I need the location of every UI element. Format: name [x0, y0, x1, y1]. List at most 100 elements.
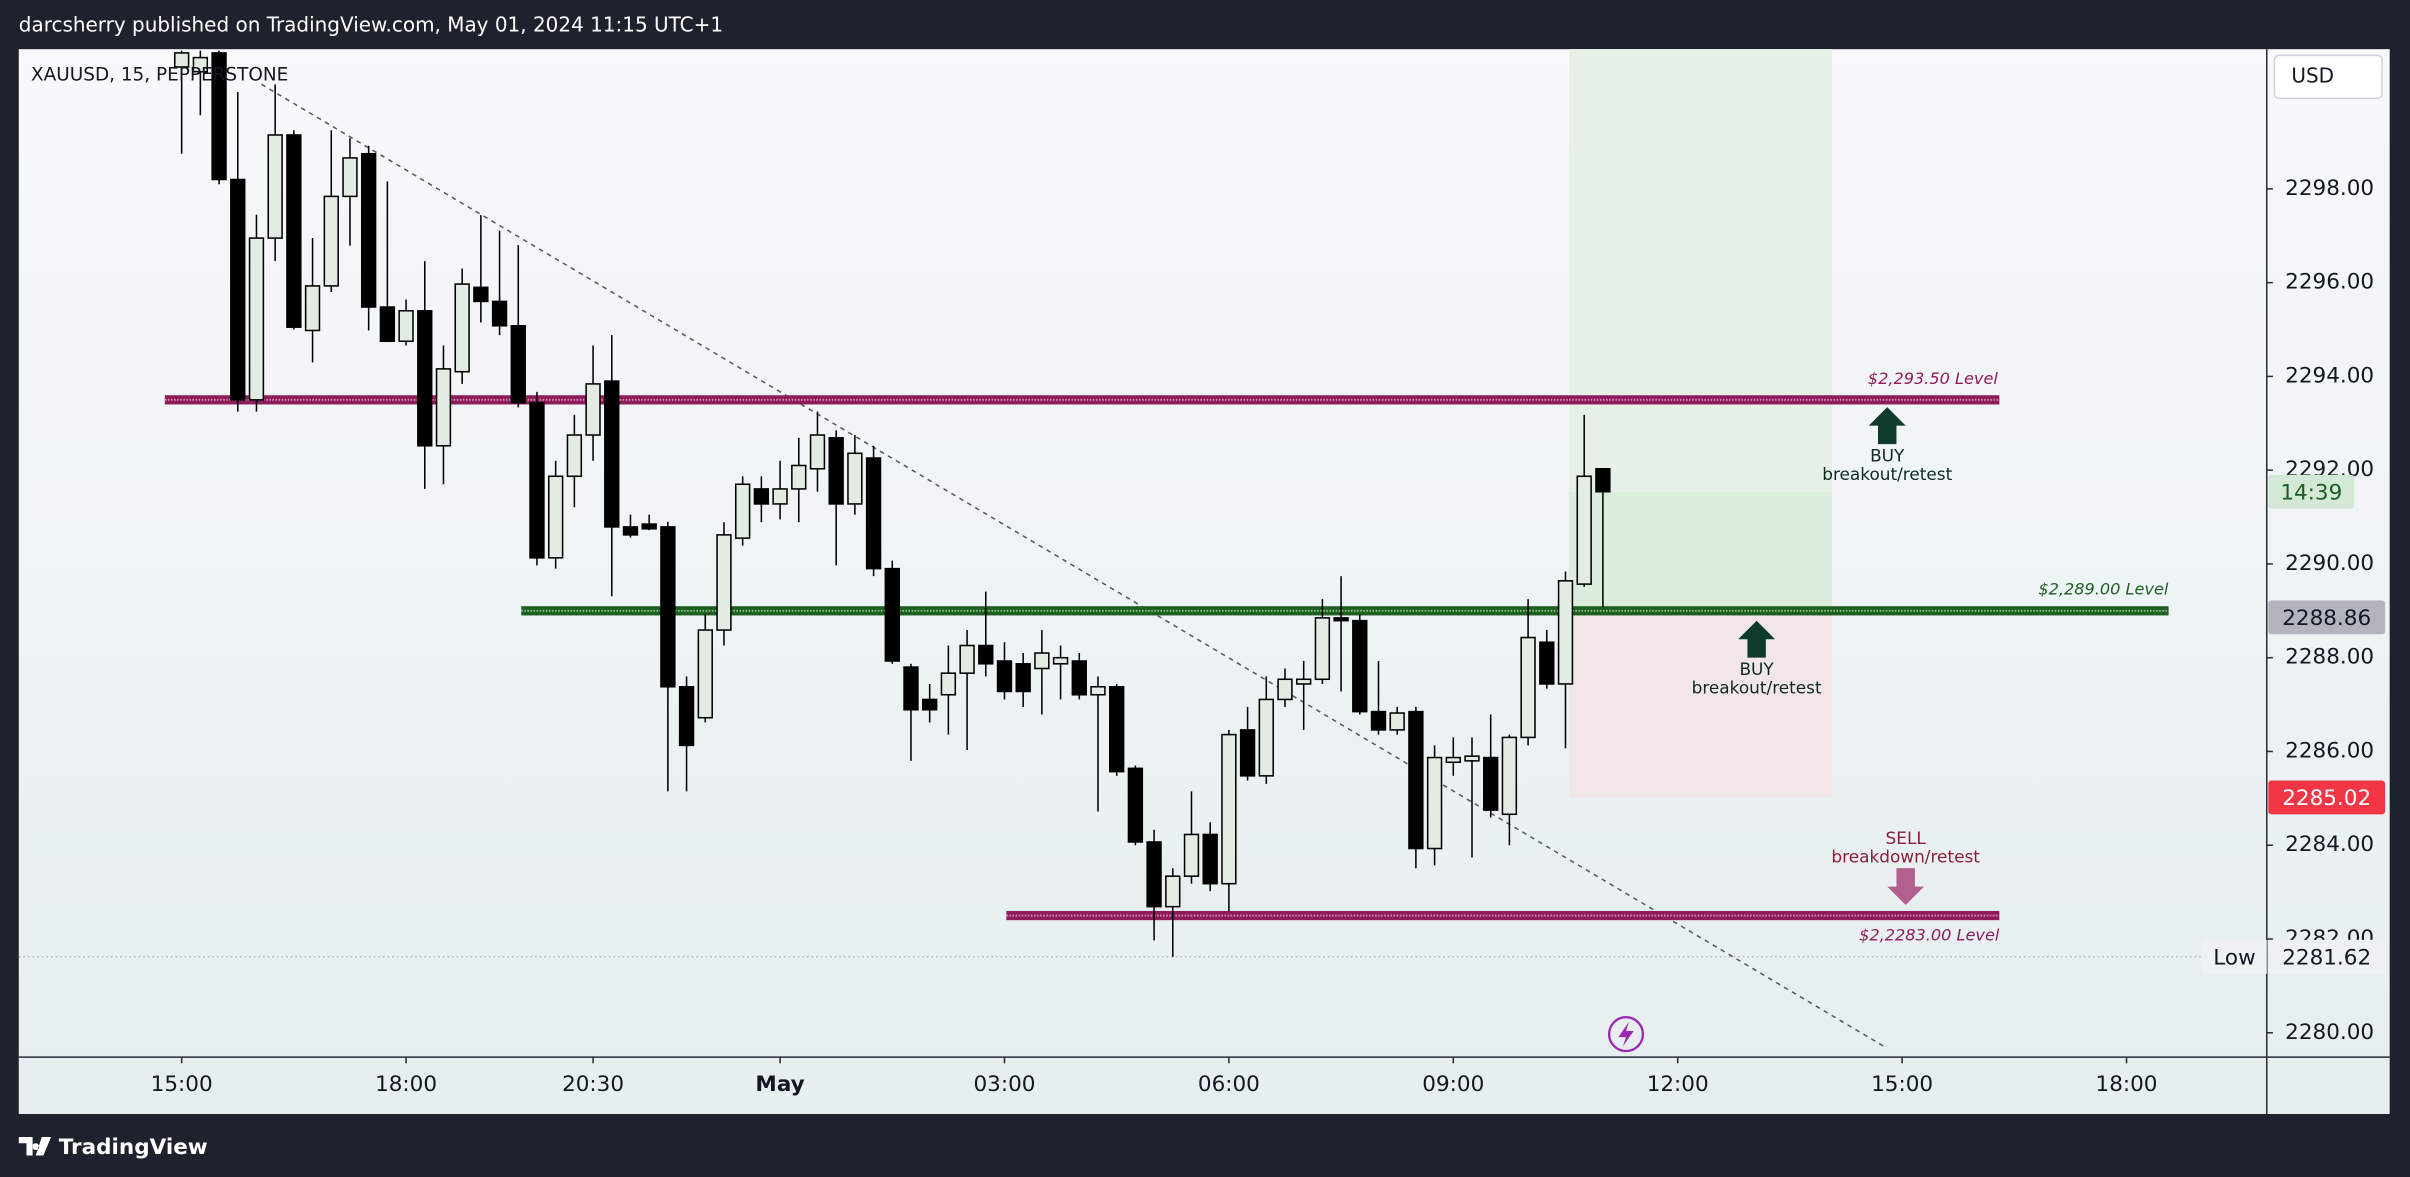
currency-box[interactable] [2273, 54, 2383, 100]
candle-body [1370, 710, 1387, 731]
candle-body [716, 534, 732, 631]
candle-body [921, 698, 938, 711]
y-tick-label: 2298.00 [2285, 176, 2374, 201]
candle-body [1408, 710, 1424, 850]
candle-body [510, 325, 526, 404]
candle-body [1221, 733, 1237, 885]
alert-icon-bolt [1618, 1021, 1634, 1047]
candle-body [1295, 678, 1312, 685]
x-tick-label: 09:00 [1422, 1072, 1484, 1097]
signal-subtitle: breakout/retest [1692, 677, 1822, 697]
price-tag [2268, 939, 2386, 974]
price-tag-name: Low [2213, 945, 2255, 970]
candle-body [697, 629, 713, 719]
x-tick-label: 06:00 [1198, 1072, 1260, 1097]
header: darcsherry published on TradingView.com,… [19, 13, 723, 37]
y-tick-label: 2290.00 [2285, 551, 2374, 576]
candle-body [286, 134, 302, 328]
level-label: $2,2283.00 Level [1859, 925, 2000, 944]
x-tick-label: 20:30 [562, 1072, 624, 1097]
candle-body [1165, 875, 1181, 908]
x-tick-label: 03:00 [973, 1072, 1035, 1097]
y-tick-label: 2284.00 [2285, 832, 2374, 857]
candle-body [1239, 729, 1256, 777]
candle-body [248, 237, 265, 401]
level-line [1006, 910, 2000, 921]
candle-body [473, 286, 489, 303]
candle-body [304, 285, 321, 332]
candle-body [791, 464, 807, 490]
y-tick-label: 2296.00 [2285, 270, 2374, 295]
countdown-tag [2268, 474, 2355, 509]
candle-body [585, 383, 601, 436]
level-label: $2,293.50 Level [1868, 369, 1999, 388]
candle-body [379, 306, 396, 343]
candle-body [529, 401, 545, 559]
candle-body [604, 380, 620, 528]
candle-body [978, 644, 994, 665]
candle-body [1520, 636, 1536, 739]
candle-body [547, 475, 564, 559]
candle-body [491, 300, 508, 327]
candle-body [1501, 736, 1518, 816]
candle-body [1127, 767, 1144, 843]
candle-body [1202, 833, 1218, 885]
signal-arrow [1868, 407, 1906, 445]
x-tick-label: 15:00 [151, 1072, 213, 1097]
candle-body [940, 672, 957, 696]
position-stop [1569, 610, 1832, 798]
candle-body [641, 523, 657, 530]
candle-body [865, 457, 882, 570]
candle-body [1539, 641, 1555, 685]
candle-body [1445, 756, 1461, 764]
candle-body [1277, 678, 1293, 701]
brand: TradingView [59, 1135, 208, 1160]
candle-body [360, 152, 377, 308]
candle-body [342, 157, 358, 198]
signal-title: BUY [1739, 659, 1774, 679]
candle-body [1108, 686, 1125, 773]
x-tick-label: 18:00 [375, 1072, 437, 1097]
countdown-label: 14:39 [2280, 480, 2342, 505]
candle-body [267, 134, 283, 239]
candle-body [1389, 712, 1405, 731]
y-tick-label: 2288.00 [2285, 645, 2374, 670]
y-tick-label: 2286.00 [2285, 738, 2374, 763]
x-tick-label: May [755, 1072, 804, 1097]
candle-body [417, 310, 433, 447]
candle-body [1557, 580, 1574, 685]
currency[interactable]: USD [2291, 63, 2334, 87]
candle-body [996, 660, 1013, 693]
plot-area [18, 49, 2267, 1049]
candle-body [1090, 686, 1106, 696]
symbol: XAUUSD, 15, PEPPERSTONE [31, 64, 288, 85]
alert-icon[interactable] [1607, 1016, 1645, 1053]
y-tick-label: 2294.00 [2285, 363, 2374, 388]
candle-body [1333, 617, 1349, 622]
candle-body [1483, 756, 1499, 811]
candle-body [847, 452, 863, 505]
candle-body [772, 488, 788, 505]
candle-body [959, 644, 975, 674]
candle-body [454, 283, 470, 373]
signal-subtitle: breakdown/retest [1831, 846, 1980, 866]
signal-title: SELL [1886, 828, 1927, 848]
candle-body [809, 434, 826, 470]
candle-body [398, 310, 414, 343]
candle-body [1352, 619, 1368, 713]
candle-body [1258, 698, 1274, 777]
candle-body [678, 686, 695, 747]
position-progress [1569, 491, 1832, 611]
signal-title: BUY [1870, 445, 1905, 465]
candle-body [1183, 833, 1200, 877]
price-tag-label: 2285.02 [2282, 786, 2371, 811]
candle-body [435, 368, 452, 447]
candle-body [192, 56, 209, 73]
x-tick-label: 12:00 [1647, 1072, 1709, 1097]
candle-body [753, 488, 770, 505]
candle-body [1146, 841, 1162, 908]
candle-body [1464, 755, 1480, 762]
x-tick-label: 18:00 [2096, 1072, 2158, 1097]
candle-body [566, 434, 583, 478]
